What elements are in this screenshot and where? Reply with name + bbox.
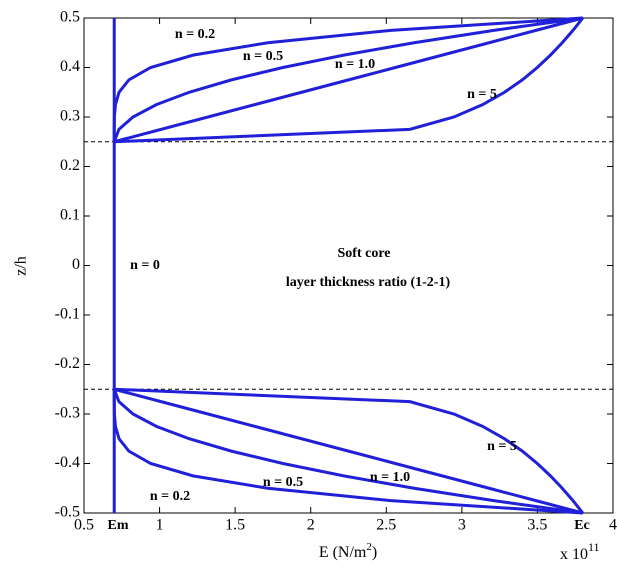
y-tick-label: 0.2	[60, 157, 80, 174]
x-tick-label: 2.5	[376, 517, 396, 534]
y-tick-label: 0.5	[60, 9, 80, 26]
y-axis-label: z/h	[13, 256, 30, 276]
y-tick-label: 0.3	[60, 108, 80, 125]
annotation: layer thickness ratio (1-2-1)	[286, 275, 451, 290]
curve-label: n = 0	[130, 258, 160, 273]
x-tick-label: 0.5	[74, 517, 94, 534]
multiplier: x 1011	[560, 540, 600, 563]
curve-label: n = 5	[487, 439, 517, 454]
curve-label: n = 0.2	[150, 489, 190, 504]
x-axis-label: E (N/m2)	[319, 541, 377, 561]
plot-frame	[83, 17, 614, 514]
curve-label: n = 0.5	[263, 475, 303, 490]
curve-label: n = 0.5	[243, 49, 283, 64]
curve-label: n = 0.2	[175, 27, 215, 42]
y-tick-label: -0.2	[55, 355, 80, 372]
x-tick-label: 4	[609, 517, 617, 534]
curve-label: n = 5	[467, 87, 497, 102]
annotation: Em	[108, 518, 129, 533]
y-tick-label: 0.1	[60, 207, 80, 224]
y-tick-label: -0.5	[55, 504, 80, 521]
x-tick-label: 3	[458, 517, 466, 534]
curve	[113, 16, 584, 515]
y-tick-label: -0.1	[55, 306, 80, 323]
x-tick-label: 3.5	[527, 517, 547, 534]
x-tick-label: 2	[307, 517, 315, 534]
y-tick-label: -0.4	[55, 454, 80, 471]
y-tick-label: 0	[72, 256, 80, 273]
annotation: Soft core	[338, 246, 391, 261]
curve	[112, 16, 583, 515]
curve-label: n = 1.0	[370, 470, 410, 485]
curve	[112, 16, 583, 515]
x-tick-label: 1	[156, 517, 164, 534]
curve-label: n = 1.0	[335, 57, 375, 72]
annotation: Ec	[574, 518, 590, 533]
curve	[114, 17, 584, 514]
x-tick-label: 1.5	[225, 517, 245, 534]
y-tick-label: -0.3	[55, 405, 80, 422]
y-tick-label: 0.4	[60, 58, 80, 75]
